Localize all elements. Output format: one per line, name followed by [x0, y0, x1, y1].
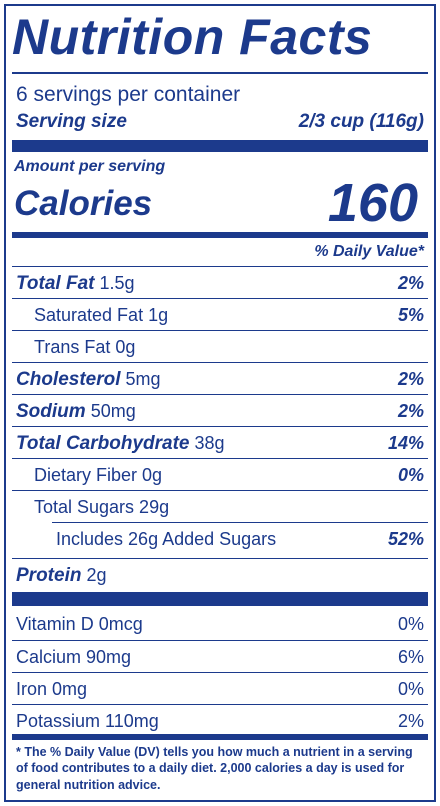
nutrient-amount: 2g	[86, 565, 107, 585]
nutrient-row-sodium: Sodium 50mg 2%	[12, 394, 428, 426]
vitamin-dv: 2%	[397, 711, 424, 731]
footnote: * The % Daily Value (DV) tells you how m…	[16, 745, 413, 792]
thick-divider-protein	[12, 592, 428, 606]
nutrient-dv: 2%	[397, 369, 424, 389]
servings-per-container: 6 servings per container	[16, 83, 241, 106]
amount-per-serving: Amount per serving	[14, 158, 166, 175]
vitamin-dv: 0%	[397, 614, 424, 634]
vitamin-row-potassium: Potassium 110mg 2%	[12, 704, 428, 736]
vitamin-name: Potassium 110mg	[16, 711, 159, 731]
vitamin-row-vitamin-d: Vitamin D 0mcg 0%	[12, 608, 428, 640]
nutrient-row-added-sugars: Includes 26g Added Sugars 52%	[52, 522, 428, 554]
nutrient-row-cholesterol: Cholesterol 5mg 2%	[12, 362, 428, 394]
nutrient-row-total-carbohydrate: Total Carbohydrate 38g 14%	[12, 426, 428, 458]
nutrient-dv: 2%	[397, 273, 424, 293]
vitamin-row-calcium: Calcium 90mg 6%	[12, 640, 428, 672]
vitamin-name: Iron 0mg	[16, 679, 88, 699]
nutrient-name: Total Sugars 29g	[34, 497, 170, 517]
vitamin-name: Calcium 90mg	[16, 647, 132, 667]
nutrient-name: Includes 26g Added Sugars	[56, 529, 277, 549]
label-title: Nutrition Facts	[12, 9, 373, 65]
nutrient-amount: 50mg	[90, 401, 136, 421]
medium-divider-footnote	[12, 734, 428, 740]
nutrient-name: Cholesterol	[16, 369, 121, 390]
title-divider	[12, 72, 428, 74]
calories-value: 160	[327, 173, 418, 233]
nutrient-dv: 14%	[387, 433, 424, 453]
nutrient-amount: 38g	[194, 433, 225, 453]
serving-size-label: Serving size	[16, 111, 127, 132]
vitamin-row-iron: Iron 0mg 0%	[12, 672, 428, 704]
nutrient-row-saturated-fat: Saturated Fat 1g 5%	[12, 298, 428, 330]
medium-divider-calories	[12, 232, 428, 238]
nutrient-dv: 2%	[397, 401, 424, 421]
calories-label: Calories	[14, 184, 153, 223]
nutrient-name: Saturated Fat 1g	[34, 305, 169, 325]
daily-value-header: % Daily Value*	[314, 243, 424, 260]
nutrition-label-inner: Nutrition Facts 6 servings per container…	[12, 6, 428, 800]
nutrient-name: Total Fat	[16, 273, 95, 294]
nutrient-name: Total Carbohydrate	[16, 433, 190, 454]
nutrient-dv: 5%	[397, 305, 424, 325]
nutrient-row-protein: Protein 2g	[12, 558, 428, 590]
nutrient-row-trans-fat: Trans Fat 0g	[12, 330, 428, 362]
nutrient-dv: 0%	[397, 465, 424, 485]
thick-divider-serving	[12, 140, 428, 152]
nutrient-dv: 52%	[387, 529, 424, 549]
nutrient-amount: 1.5g	[99, 273, 135, 293]
nutrient-name: Sodium	[16, 401, 86, 422]
serving-size-value: 2/3 cup (116g)	[298, 111, 424, 132]
nutrient-row-total-sugars: Total Sugars 29g	[12, 490, 428, 522]
nutrient-row-dietary-fiber: Dietary Fiber 0g 0%	[12, 458, 428, 490]
vitamin-name: Vitamin D 0mcg	[16, 614, 143, 634]
nutrient-name: Protein	[16, 565, 82, 586]
nutrient-name: Trans Fat 0g	[34, 337, 136, 357]
nutrient-amount: 5mg	[125, 369, 161, 389]
vitamin-dv: 0%	[397, 679, 424, 699]
nutrition-label: Nutrition Facts 6 servings per container…	[4, 4, 436, 802]
vitamin-dv: 6%	[397, 647, 424, 667]
nutrient-row-total-fat: Total Fat 1.5g 2%	[12, 266, 428, 298]
nutrient-name: Dietary Fiber 0g	[34, 465, 163, 485]
